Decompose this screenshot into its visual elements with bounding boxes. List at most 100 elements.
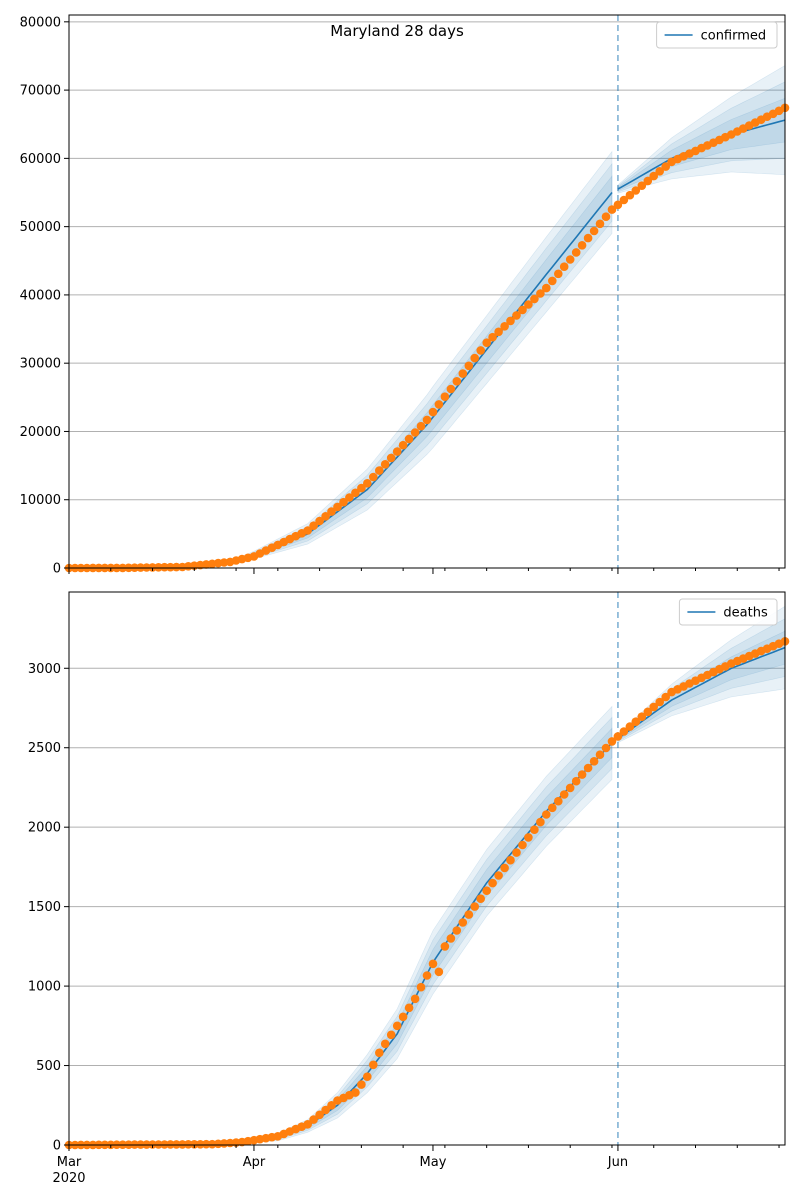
- observed-point: [434, 967, 444, 977]
- observed-point: [506, 855, 515, 865]
- observed-point: [446, 934, 456, 943]
- observed-point: [172, 1140, 181, 1149]
- observed-point: [649, 702, 658, 712]
- observed-point: [601, 743, 611, 753]
- observed-point: [619, 727, 629, 736]
- observed-point: [482, 338, 492, 348]
- observed-point: [542, 283, 551, 293]
- observed-point: [661, 692, 670, 702]
- observed-point: [464, 910, 474, 919]
- observed-point: [386, 453, 396, 463]
- observed-point: [643, 176, 653, 186]
- observed-point: [494, 327, 503, 337]
- observed-point: [201, 1139, 211, 1149]
- y-tick-label: 80000: [20, 15, 61, 30]
- observed-point: [536, 817, 545, 827]
- uncertainty-band: [68, 705, 613, 1146]
- observed-point: [583, 233, 593, 243]
- observed-point: [434, 400, 444, 409]
- observed-point: [631, 717, 641, 726]
- observed-point: [500, 863, 509, 873]
- observed-point: [637, 712, 647, 721]
- observed-point: [458, 369, 468, 378]
- uncertainty-band: [68, 716, 613, 1146]
- observed-point: [488, 878, 497, 888]
- observed-point: [154, 563, 163, 572]
- observed-point: [422, 415, 432, 425]
- observed-point: [577, 770, 587, 779]
- observed-point: [488, 332, 497, 342]
- observed-point: [160, 562, 169, 572]
- observed-point: [607, 205, 617, 214]
- observed-point: [321, 1105, 330, 1115]
- observed-point: [530, 294, 539, 304]
- observed-point: [637, 181, 647, 190]
- observed-point: [613, 200, 623, 210]
- observed-point: [613, 732, 623, 741]
- observed-point: [339, 497, 348, 507]
- observed-point: [482, 886, 492, 895]
- y-tick-label: 500: [36, 1059, 61, 1074]
- observed-point: [416, 982, 426, 992]
- observed-point: [315, 516, 324, 526]
- observed-point: [506, 316, 515, 326]
- observed-point: [369, 1060, 378, 1070]
- observed-point: [476, 894, 486, 903]
- observed-point: [428, 959, 438, 969]
- observed-point: [464, 361, 474, 371]
- x-tick-label: May: [420, 1155, 447, 1170]
- y-tick-label: 30000: [20, 357, 61, 372]
- y-tick-label: 50000: [20, 220, 61, 235]
- plot-frame: [68, 14, 786, 569]
- y-tick-label: 2000: [28, 821, 61, 836]
- observed-point: [583, 763, 593, 773]
- plot-frame: [68, 591, 786, 1146]
- observed-point: [577, 241, 587, 250]
- observed-point: [309, 521, 318, 530]
- x-tick-label: Jun: [607, 1155, 628, 1170]
- observed-point: [148, 563, 157, 572]
- observed-point: [661, 162, 670, 171]
- y-tick-label: 40000: [20, 288, 61, 303]
- observed-point: [607, 737, 617, 746]
- observed-point: [398, 440, 408, 450]
- observed-point: [452, 926, 462, 935]
- observed-point: [380, 460, 390, 469]
- observed-point: [369, 472, 378, 482]
- observed-point: [601, 212, 611, 221]
- observed-point: [303, 1120, 313, 1129]
- observed-point: [554, 269, 563, 279]
- observed-point: [327, 1101, 336, 1110]
- observed-point: [392, 447, 402, 456]
- observed-point: [440, 392, 450, 402]
- observed-point: [404, 434, 414, 444]
- observed-point: [446, 384, 456, 394]
- observed-point: [619, 195, 629, 205]
- observed-point: [404, 1003, 414, 1013]
- observed-point: [655, 697, 664, 707]
- observed-point: [357, 1080, 366, 1089]
- observed-point: [428, 407, 438, 417]
- observed-point: [559, 262, 569, 272]
- observed-point: [363, 479, 372, 488]
- legend-box: [678, 598, 778, 626]
- observed-point: [303, 526, 313, 535]
- observed-point: [190, 1140, 199, 1149]
- observed-point: [518, 305, 527, 315]
- legend-label: deaths: [723, 606, 768, 621]
- observed-point: [392, 1021, 402, 1031]
- uncertainty-band: [69, 727, 613, 1146]
- observed-point: [554, 796, 563, 806]
- y-tick-label: 2500: [28, 741, 61, 756]
- observed-point: [559, 790, 569, 799]
- observed-point: [363, 1072, 372, 1081]
- y-tick-label: 1000: [28, 980, 61, 995]
- legend-label: confirmed: [701, 29, 767, 44]
- observed-point: [595, 750, 605, 759]
- y-tick-label: 3000: [28, 662, 61, 677]
- observed-point: [512, 311, 521, 320]
- y-tick-label: 0: [53, 1139, 61, 1154]
- observed-point: [494, 871, 503, 880]
